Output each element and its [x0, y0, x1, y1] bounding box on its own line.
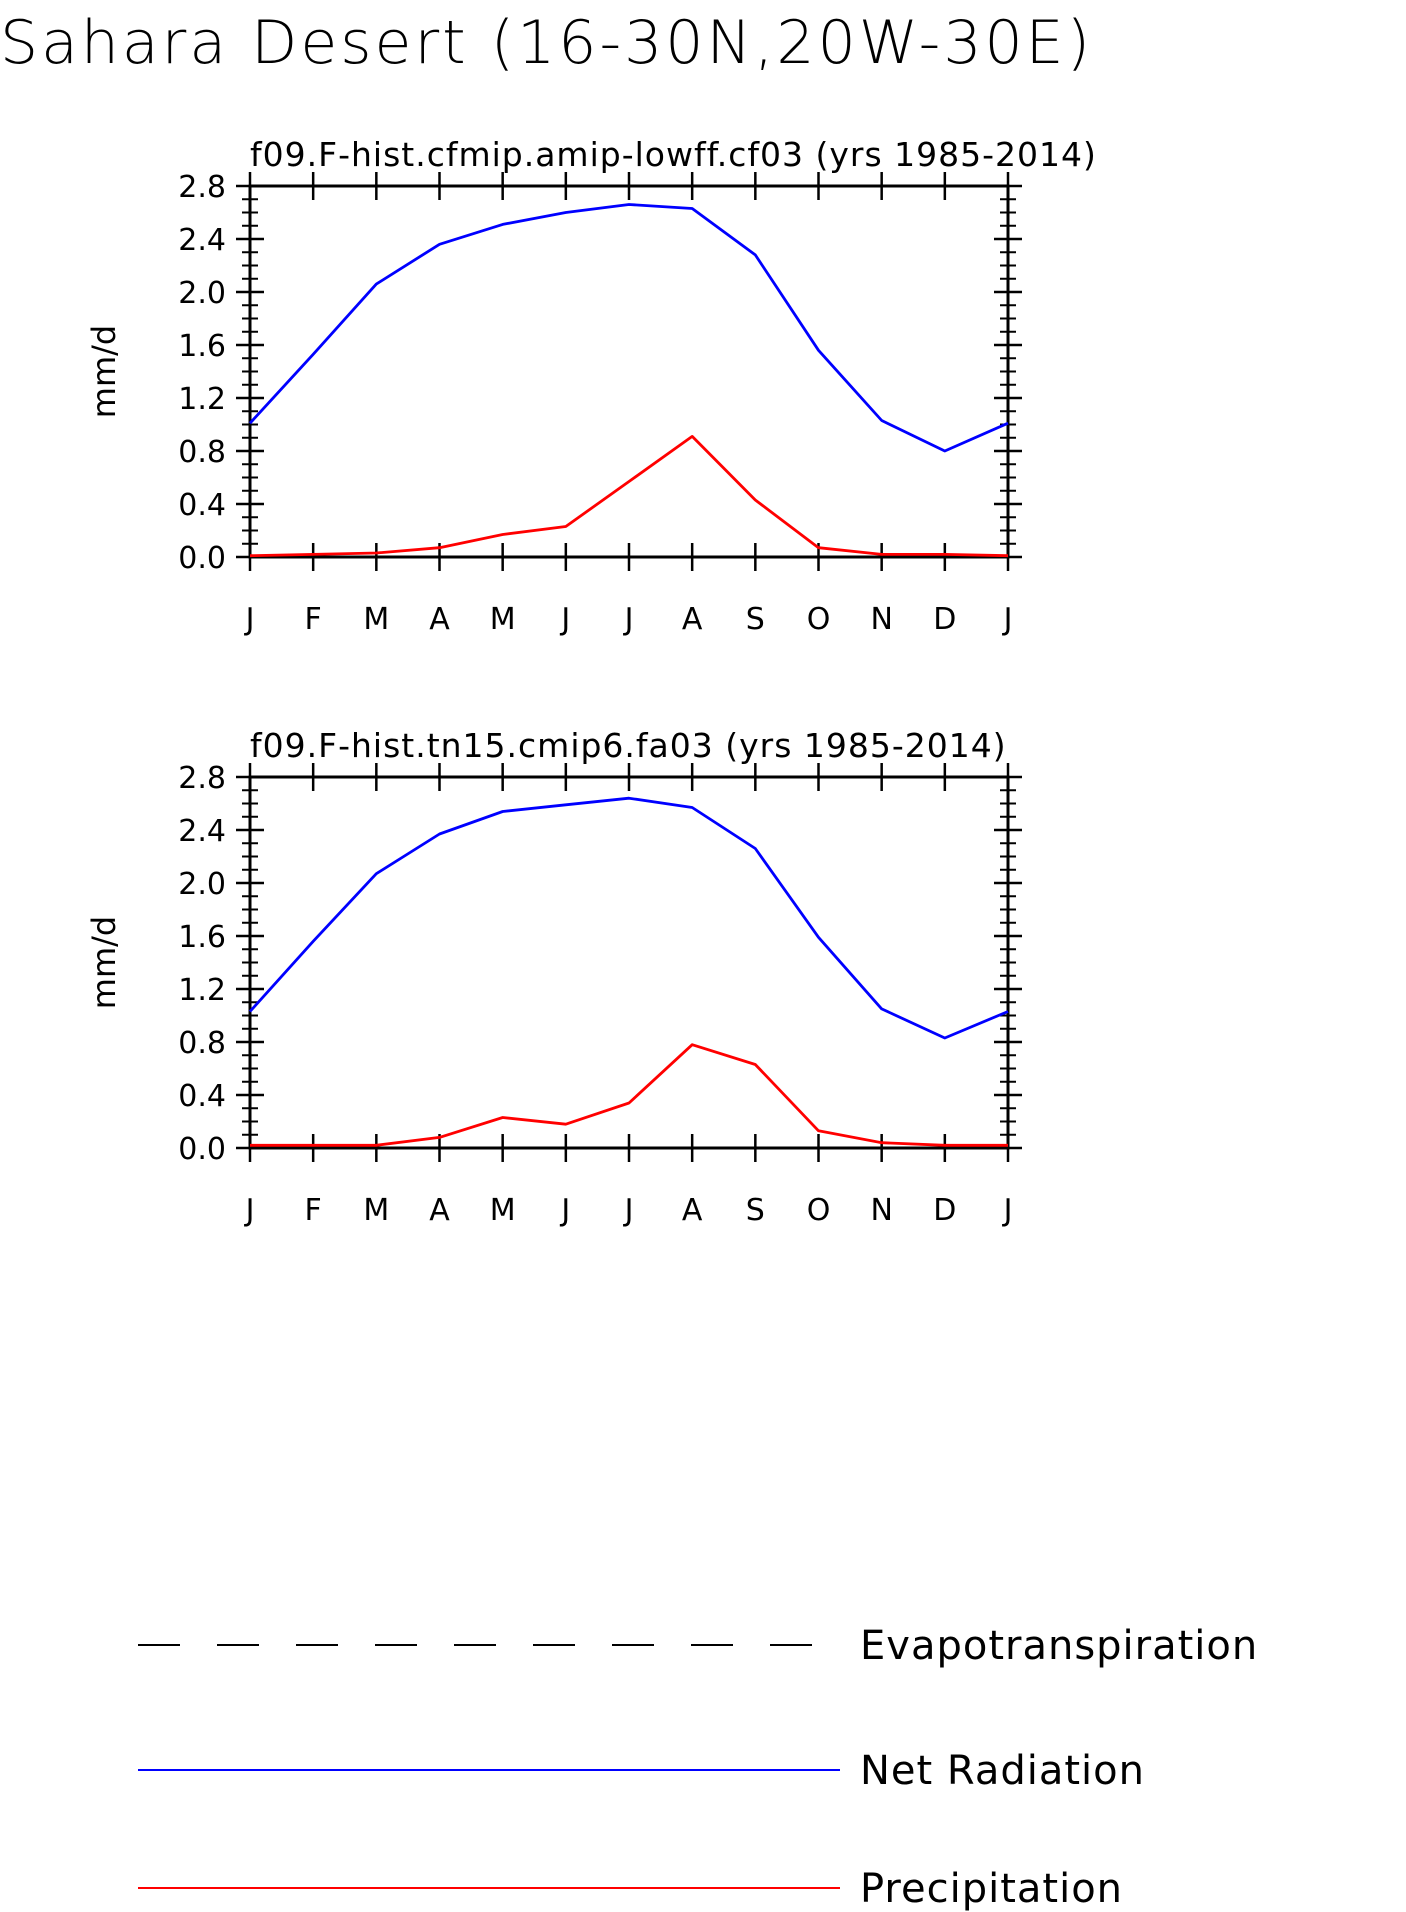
panel-title: f09.F-hist.tn15.cmip6.fa03 (yrs 1985-201…	[250, 726, 1007, 765]
x-tick-label: O	[807, 602, 831, 637]
legend-item-evapotranspiration: Evapotranspiration	[138, 1623, 1258, 1669]
series-line-net-radiation	[248, 203, 1009, 453]
y-tick-label: 0.0	[178, 1132, 226, 1167]
y-tick-label: 1.2	[178, 382, 226, 417]
series-line-precipitation	[249, 434, 1009, 558]
y-tick-label: 2.4	[178, 814, 226, 849]
x-tick-label: A	[429, 602, 450, 637]
y-tick-label: 0.8	[178, 435, 226, 470]
x-tick-label: J	[1002, 602, 1013, 637]
plot-frame	[248, 184, 1010, 559]
x-tick-label: D	[933, 1193, 956, 1228]
x-tick-label: J	[244, 1193, 255, 1228]
y-tick-label: 1.2	[178, 973, 226, 1008]
y-tick-label: 2.0	[178, 867, 226, 902]
y-tick-label: 2.0	[178, 276, 226, 311]
y-tick-label: 0.4	[178, 1079, 226, 1114]
x-tick-label: F	[305, 1193, 322, 1228]
series-line-precipitation	[250, 1043, 1008, 1147]
legend: Evapotranspiration Net Radiation Precipita…	[138, 1623, 1258, 1912]
x-tick-label: M	[490, 602, 516, 637]
legend-item-precipitation: Precipitation	[138, 1866, 1123, 1912]
series-line-net-radiation	[248, 796, 1009, 1040]
y-axis-label: mm/d	[85, 325, 123, 418]
legend-item-net-radiation: Net Radiation	[138, 1748, 1145, 1794]
figure-title: Sahara Desert (16-30N,20W-30E)	[0, 8, 1093, 78]
x-tick-label: M	[363, 602, 389, 637]
x-tick-label: O	[807, 1193, 831, 1228]
x-tick-label: F	[305, 602, 322, 637]
legend-label: Precipitation	[860, 1866, 1123, 1912]
x-tick-label: S	[746, 602, 765, 637]
chart-panel-2: f09.F-hist.tn15.cmip6.fa03 (yrs 1985-201…	[85, 726, 1022, 1228]
y-tick-label: 0.0	[178, 541, 226, 576]
y-tick-label: 2.4	[178, 223, 226, 258]
x-tick-label: N	[870, 1193, 892, 1228]
y-tick-label: 0.8	[178, 1026, 226, 1061]
y-tick-label: 2.8	[178, 761, 226, 796]
x-tick-label: N	[870, 602, 892, 637]
x-tick-label: J	[623, 602, 634, 637]
x-tick-label: J	[244, 602, 255, 637]
x-tick-label: A	[682, 1193, 703, 1228]
x-tick-label: J	[559, 602, 570, 637]
chart-panel-1: f09.F-hist.cfmip.amip-lowff.cf03 (yrs 19…	[85, 135, 1097, 637]
x-tick-label: S	[746, 1193, 765, 1228]
x-tick-label: A	[682, 602, 703, 637]
x-tick-label: M	[363, 1193, 389, 1228]
y-axis-label: mm/d	[85, 916, 123, 1009]
panel-title: f09.F-hist.cfmip.amip-lowff.cf03 (yrs 19…	[250, 135, 1097, 174]
x-tick-label: J	[623, 1193, 634, 1228]
x-tick-label: M	[490, 1193, 516, 1228]
x-tick-label: A	[429, 1193, 450, 1228]
chart-panels: f09.F-hist.cfmip.amip-lowff.cf03 (yrs 19…	[85, 135, 1097, 1228]
y-tick-label: 2.8	[178, 170, 226, 205]
legend-label: Evapotranspiration	[860, 1623, 1258, 1669]
plot-frame	[248, 775, 1010, 1150]
x-tick-label: J	[559, 1193, 570, 1228]
y-tick-label: 1.6	[178, 329, 226, 364]
x-tick-label: D	[933, 602, 956, 637]
legend-label: Net Radiation	[860, 1748, 1145, 1794]
y-tick-label: 0.4	[178, 488, 226, 523]
x-tick-label: J	[1002, 1193, 1013, 1228]
y-tick-label: 1.6	[178, 920, 226, 955]
